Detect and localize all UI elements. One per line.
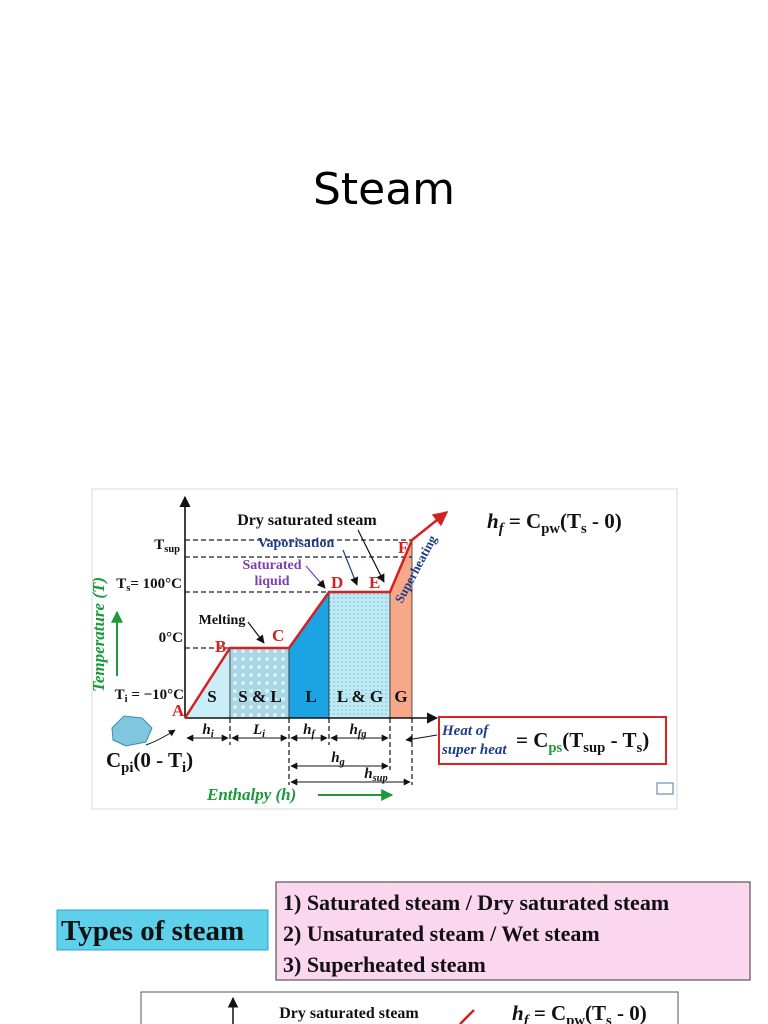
formula: hf = Cpw(Ts - 0) <box>512 1001 647 1024</box>
types-heading: Types of steam <box>61 915 244 947</box>
enthalpy-label: hfg <box>349 722 366 740</box>
region-label: S & L <box>238 687 281 706</box>
annotation: Melting <box>199 613 246 628</box>
diagram: Tsup Ts= 100°C 0°C Ti = −10°C S S & L L … <box>89 488 678 810</box>
x-axis-title: Enthalpy (h) <box>206 785 296 804</box>
slide-title: Steam <box>313 164 455 215</box>
annotation: Saturated <box>242 558 301 573</box>
corner-icon <box>656 782 674 795</box>
types-item: 2) Unsaturated steam / Wet steam <box>283 921 600 946</box>
annotation-arrow <box>305 565 326 589</box>
formula: Cpi(0 - Ti) <box>106 748 193 776</box>
annotation: Dry saturated steam <box>279 1005 419 1022</box>
enthalpy-label: Li <box>252 722 265 740</box>
types-heading-box <box>56 909 269 951</box>
temp-label: Ts= 100°C <box>116 576 182 594</box>
superheat-caption: Heat of <box>441 723 490 739</box>
temp-label: Tsup <box>154 537 180 555</box>
annotation-arrow <box>247 621 265 644</box>
region-label: L <box>305 687 316 706</box>
region-label: G <box>394 687 407 706</box>
annotation: liquid <box>254 574 289 589</box>
temp-label: 0°C <box>159 630 183 646</box>
second-diagram-curve <box>459 1009 475 1024</box>
enthalpy-label: hg <box>331 750 345 768</box>
types-list-box <box>275 881 751 981</box>
superheat-box <box>438 716 667 765</box>
point-label: D <box>331 573 343 592</box>
superheat-caption: super heat <box>441 742 507 758</box>
point-label: B <box>215 637 226 656</box>
types-item: 3) Superheated steam <box>283 952 486 977</box>
enthalpy-label: hsup <box>364 766 388 784</box>
region-solid-liquid <box>229 647 290 719</box>
annotation-arrow <box>405 734 438 743</box>
dimension-lines <box>186 734 411 786</box>
temp-label: Ti = −10°C <box>115 687 184 705</box>
point-label: F <box>398 538 408 557</box>
ice-icon <box>111 715 153 747</box>
y-axis-title: Temperature (T) <box>89 577 108 692</box>
region-label: S <box>207 687 216 706</box>
point-label: A <box>172 701 185 720</box>
annotation-arrow <box>145 729 176 746</box>
annotation-arrow <box>342 549 359 586</box>
types-item: 1) Saturated steam / Dry saturated steam <box>283 890 669 915</box>
region-label: L & G <box>337 687 383 706</box>
formula: = Cps(Tsup - Ts) <box>516 728 649 756</box>
point-label: E <box>369 573 380 592</box>
point-label: C <box>272 626 284 645</box>
formula: hf = Cpw(Ts - 0) <box>487 509 622 537</box>
heating-curve <box>183 511 449 719</box>
enthalpy-label: hi <box>202 722 213 740</box>
annotation-arrow <box>357 529 385 583</box>
annotation: Vaporisation <box>258 536 335 551</box>
annotation: Dry saturated steam <box>237 512 377 529</box>
enthalpy-label: hf <box>303 722 316 740</box>
